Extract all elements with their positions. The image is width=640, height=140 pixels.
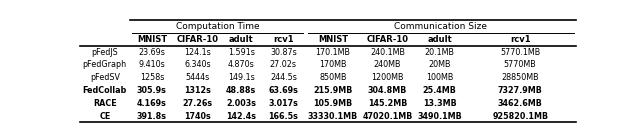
Text: 20.1MB: 20.1MB [424, 48, 454, 57]
Text: RACE: RACE [93, 99, 116, 108]
Text: adult: adult [229, 35, 253, 44]
Text: 166.5s: 166.5s [268, 112, 298, 121]
Text: 244.5s: 244.5s [270, 73, 297, 82]
Text: 1.591s: 1.591s [228, 48, 255, 57]
Text: 1200MB: 1200MB [371, 73, 404, 82]
Text: 27.26s: 27.26s [183, 99, 213, 108]
Text: 7327.9MB: 7327.9MB [498, 86, 543, 95]
Text: 5444s: 5444s [186, 73, 210, 82]
Text: 27.02s: 27.02s [270, 60, 297, 69]
Text: 1740s: 1740s [184, 112, 211, 121]
Text: 3462.6MB: 3462.6MB [498, 99, 543, 108]
Text: 2.003s: 2.003s [226, 99, 256, 108]
Text: CE: CE [99, 112, 111, 121]
Text: 33330.1MB: 33330.1MB [308, 112, 358, 121]
Text: 9.410s: 9.410s [138, 60, 165, 69]
Text: 124.1s: 124.1s [184, 48, 211, 57]
Text: CIFAR-10: CIFAR-10 [367, 35, 408, 44]
Text: Computation Time: Computation Time [176, 22, 259, 31]
Text: pFedJS: pFedJS [92, 48, 118, 57]
Text: MNIST: MNIST [318, 35, 348, 44]
Text: 4.169s: 4.169s [137, 99, 167, 108]
Text: 391.8s: 391.8s [137, 112, 167, 121]
Text: 25.4MB: 25.4MB [422, 86, 456, 95]
Text: 48.88s: 48.88s [226, 86, 257, 95]
Text: 240MB: 240MB [374, 60, 401, 69]
Text: 20MB: 20MB [428, 60, 451, 69]
Text: FedCollab: FedCollab [83, 86, 127, 95]
Text: pFedSV: pFedSV [90, 73, 120, 82]
Text: 47020.1MB: 47020.1MB [362, 112, 413, 121]
Text: 4.870s: 4.870s [228, 60, 255, 69]
Text: 5770.1MB: 5770.1MB [500, 48, 540, 57]
Text: rcv1: rcv1 [273, 35, 294, 44]
Text: Communication Size: Communication Size [394, 22, 487, 31]
Text: 240.1MB: 240.1MB [370, 48, 405, 57]
Text: MNIST: MNIST [137, 35, 167, 44]
Text: 6.340s: 6.340s [184, 60, 211, 69]
Text: 170MB: 170MB [319, 60, 347, 69]
Text: 100MB: 100MB [426, 73, 453, 82]
Text: rcv1: rcv1 [510, 35, 531, 44]
Text: pFedGraph: pFedGraph [83, 60, 127, 69]
Text: 28850MB: 28850MB [501, 73, 539, 82]
Text: adult: adult [428, 35, 452, 44]
Text: 145.2MB: 145.2MB [368, 99, 407, 108]
Text: 142.4s: 142.4s [226, 112, 256, 121]
Text: 105.9MB: 105.9MB [314, 99, 353, 108]
Text: 170.1MB: 170.1MB [316, 48, 351, 57]
Text: 1312s: 1312s [184, 86, 211, 95]
Text: 30.87s: 30.87s [270, 48, 297, 57]
Text: CIFAR-10: CIFAR-10 [177, 35, 219, 44]
Text: 149.1s: 149.1s [228, 73, 255, 82]
Text: 3.017s: 3.017s [268, 99, 298, 108]
Text: 925820.1MB: 925820.1MB [492, 112, 548, 121]
Text: 305.9s: 305.9s [137, 86, 167, 95]
Text: 23.69s: 23.69s [138, 48, 165, 57]
Text: 850MB: 850MB [319, 73, 347, 82]
Text: 1258s: 1258s [140, 73, 164, 82]
Text: 304.8MB: 304.8MB [368, 86, 407, 95]
Text: 5770MB: 5770MB [504, 60, 536, 69]
Text: 3490.1MB: 3490.1MB [417, 112, 462, 121]
Text: 63.69s: 63.69s [268, 86, 298, 95]
Text: 215.9MB: 215.9MB [313, 86, 353, 95]
Text: 13.3MB: 13.3MB [423, 99, 456, 108]
